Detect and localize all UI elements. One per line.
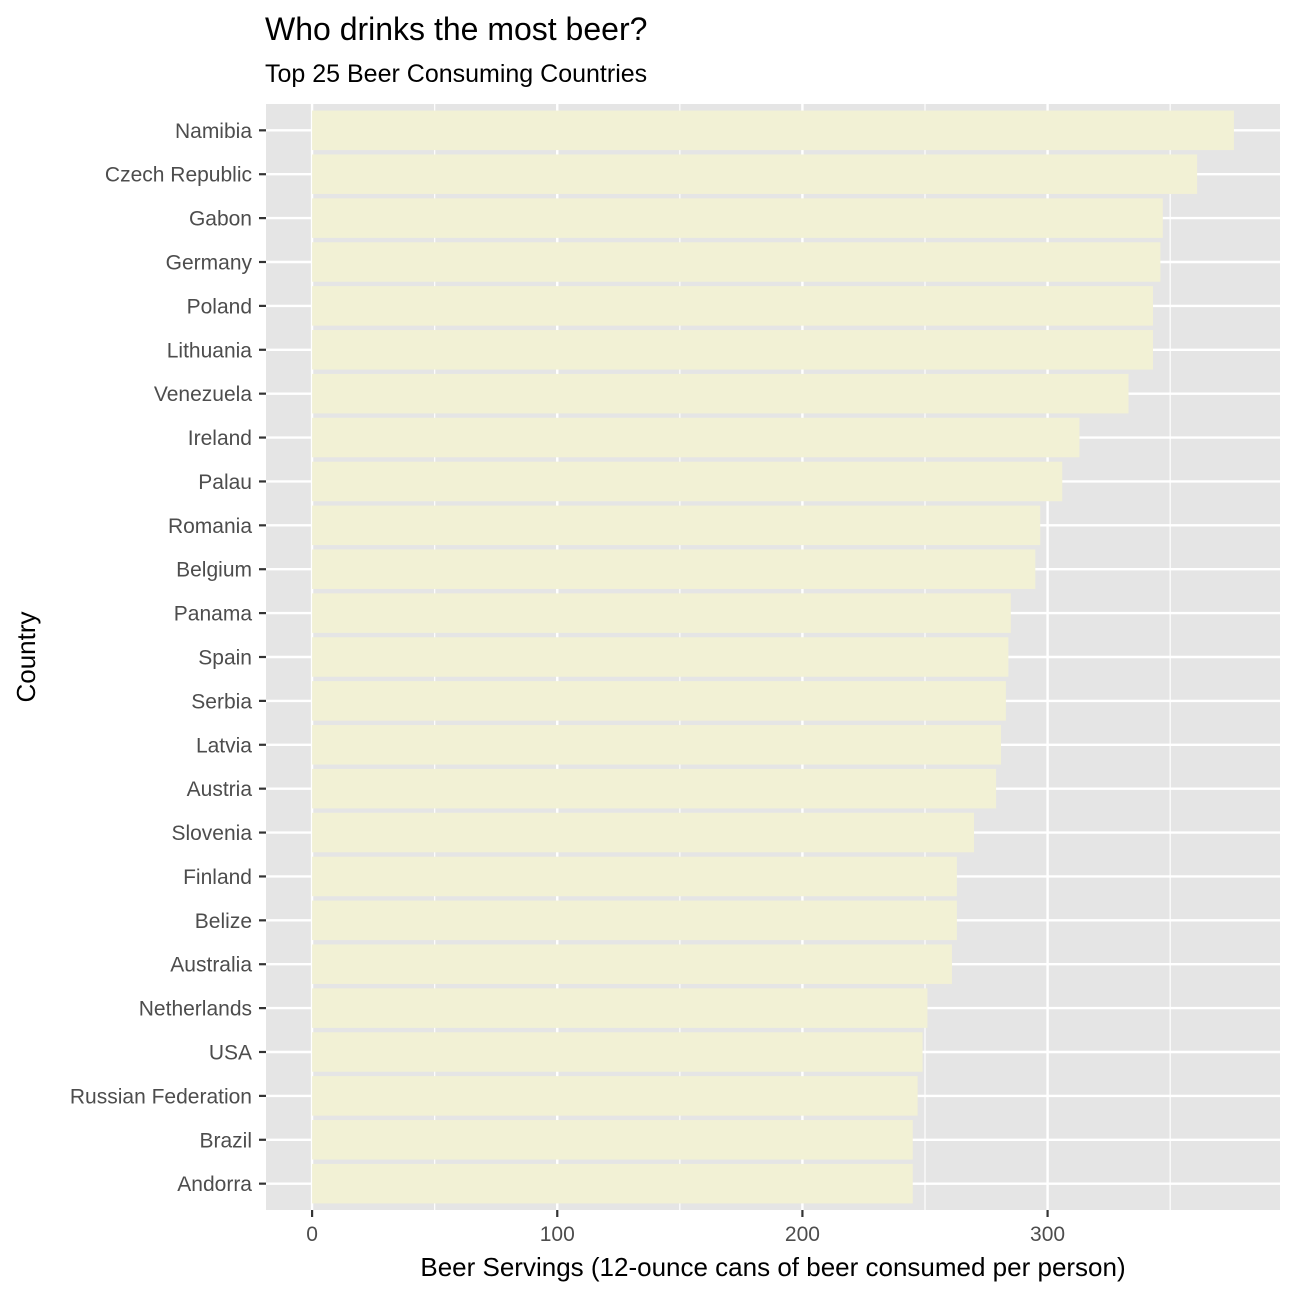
bar-panama <box>312 593 1011 633</box>
x-tick-label: 200 <box>785 1223 820 1246</box>
y-tick-label: Germany <box>166 252 253 275</box>
bar-austria <box>312 768 997 809</box>
bar-poland <box>312 286 1154 326</box>
bar-netherlands <box>312 988 928 1028</box>
bar-serbia <box>312 681 1006 721</box>
y-tick-label: Brazil <box>199 1129 252 1152</box>
bar-latvia <box>312 725 1002 765</box>
y-tick-label: Poland <box>187 295 252 318</box>
y-tick-label: Belgium <box>176 559 252 582</box>
y-tick-label: Slovenia <box>171 822 252 845</box>
y-tick-label: Ireland <box>188 427 252 450</box>
y-tick-label: Panama <box>174 603 253 626</box>
bar-germany <box>312 242 1161 282</box>
bar-ireland <box>312 417 1080 458</box>
y-tick-label: Lithuania <box>167 339 253 362</box>
bar-spain <box>312 637 1009 677</box>
y-tick-label: Gabon <box>189 208 252 231</box>
bar-belize <box>312 900 957 941</box>
y-tick-label: Australia <box>170 954 252 977</box>
y-tick-label: Serbia <box>191 690 252 713</box>
y-tick-label: Belize <box>195 910 252 933</box>
y-tick-label: Spain <box>198 647 252 670</box>
bar-namibia <box>312 110 1234 151</box>
y-tick-label: Namibia <box>175 120 252 143</box>
bar-brazil <box>312 1120 913 1160</box>
x-tick-label: 100 <box>540 1223 575 1246</box>
bar-gabon <box>312 198 1163 238</box>
y-tick-label: USA <box>209 1042 252 1065</box>
y-tick-label: Russian Federation <box>70 1085 252 1108</box>
bar-romania <box>312 505 1041 546</box>
y-tick-label: Romania <box>168 515 252 538</box>
chart-title: Who drinks the most beer? <box>265 11 647 47</box>
x-tick-label: 300 <box>1030 1223 1065 1246</box>
y-tick-label: Austria <box>187 778 253 801</box>
y-tick-label: Netherlands <box>139 998 252 1021</box>
y-tick-label: Palau <box>198 471 252 494</box>
bar-lithuania <box>312 330 1154 370</box>
y-tick-label: Andorra <box>177 1173 252 1196</box>
bar-slovenia <box>312 812 975 853</box>
bar-russian-federation <box>312 1076 918 1116</box>
bar-czech-republic <box>312 154 1198 194</box>
y-tick-label: Finland <box>183 866 252 889</box>
x-axis-title: Beer Servings (12-ounce cans of beer con… <box>420 1252 1125 1282</box>
y-axis-title: Country <box>11 611 41 702</box>
bar-venezuela <box>312 373 1129 414</box>
bar-palau <box>312 461 1063 502</box>
bar-belgium <box>312 549 1036 589</box>
bar-usa <box>312 1032 923 1072</box>
bars <box>312 110 1234 1204</box>
y-axis: Namibia Czech Republic Gabon Germany Poland L… <box>70 120 266 1196</box>
bar-finland <box>312 856 957 897</box>
x-axis: 0 100 200 300 <box>306 1210 1065 1246</box>
x-tick-label: 0 <box>306 1223 318 1246</box>
bar-australia <box>312 944 952 984</box>
y-tick-label: Czech Republic <box>105 164 252 187</box>
chart-subtitle: Top 25 Beer Consuming Countries <box>265 60 647 88</box>
y-tick-label: Latvia <box>196 734 252 757</box>
bar-andorra <box>312 1163 913 1204</box>
y-tick-label: Venezuela <box>154 383 252 406</box>
